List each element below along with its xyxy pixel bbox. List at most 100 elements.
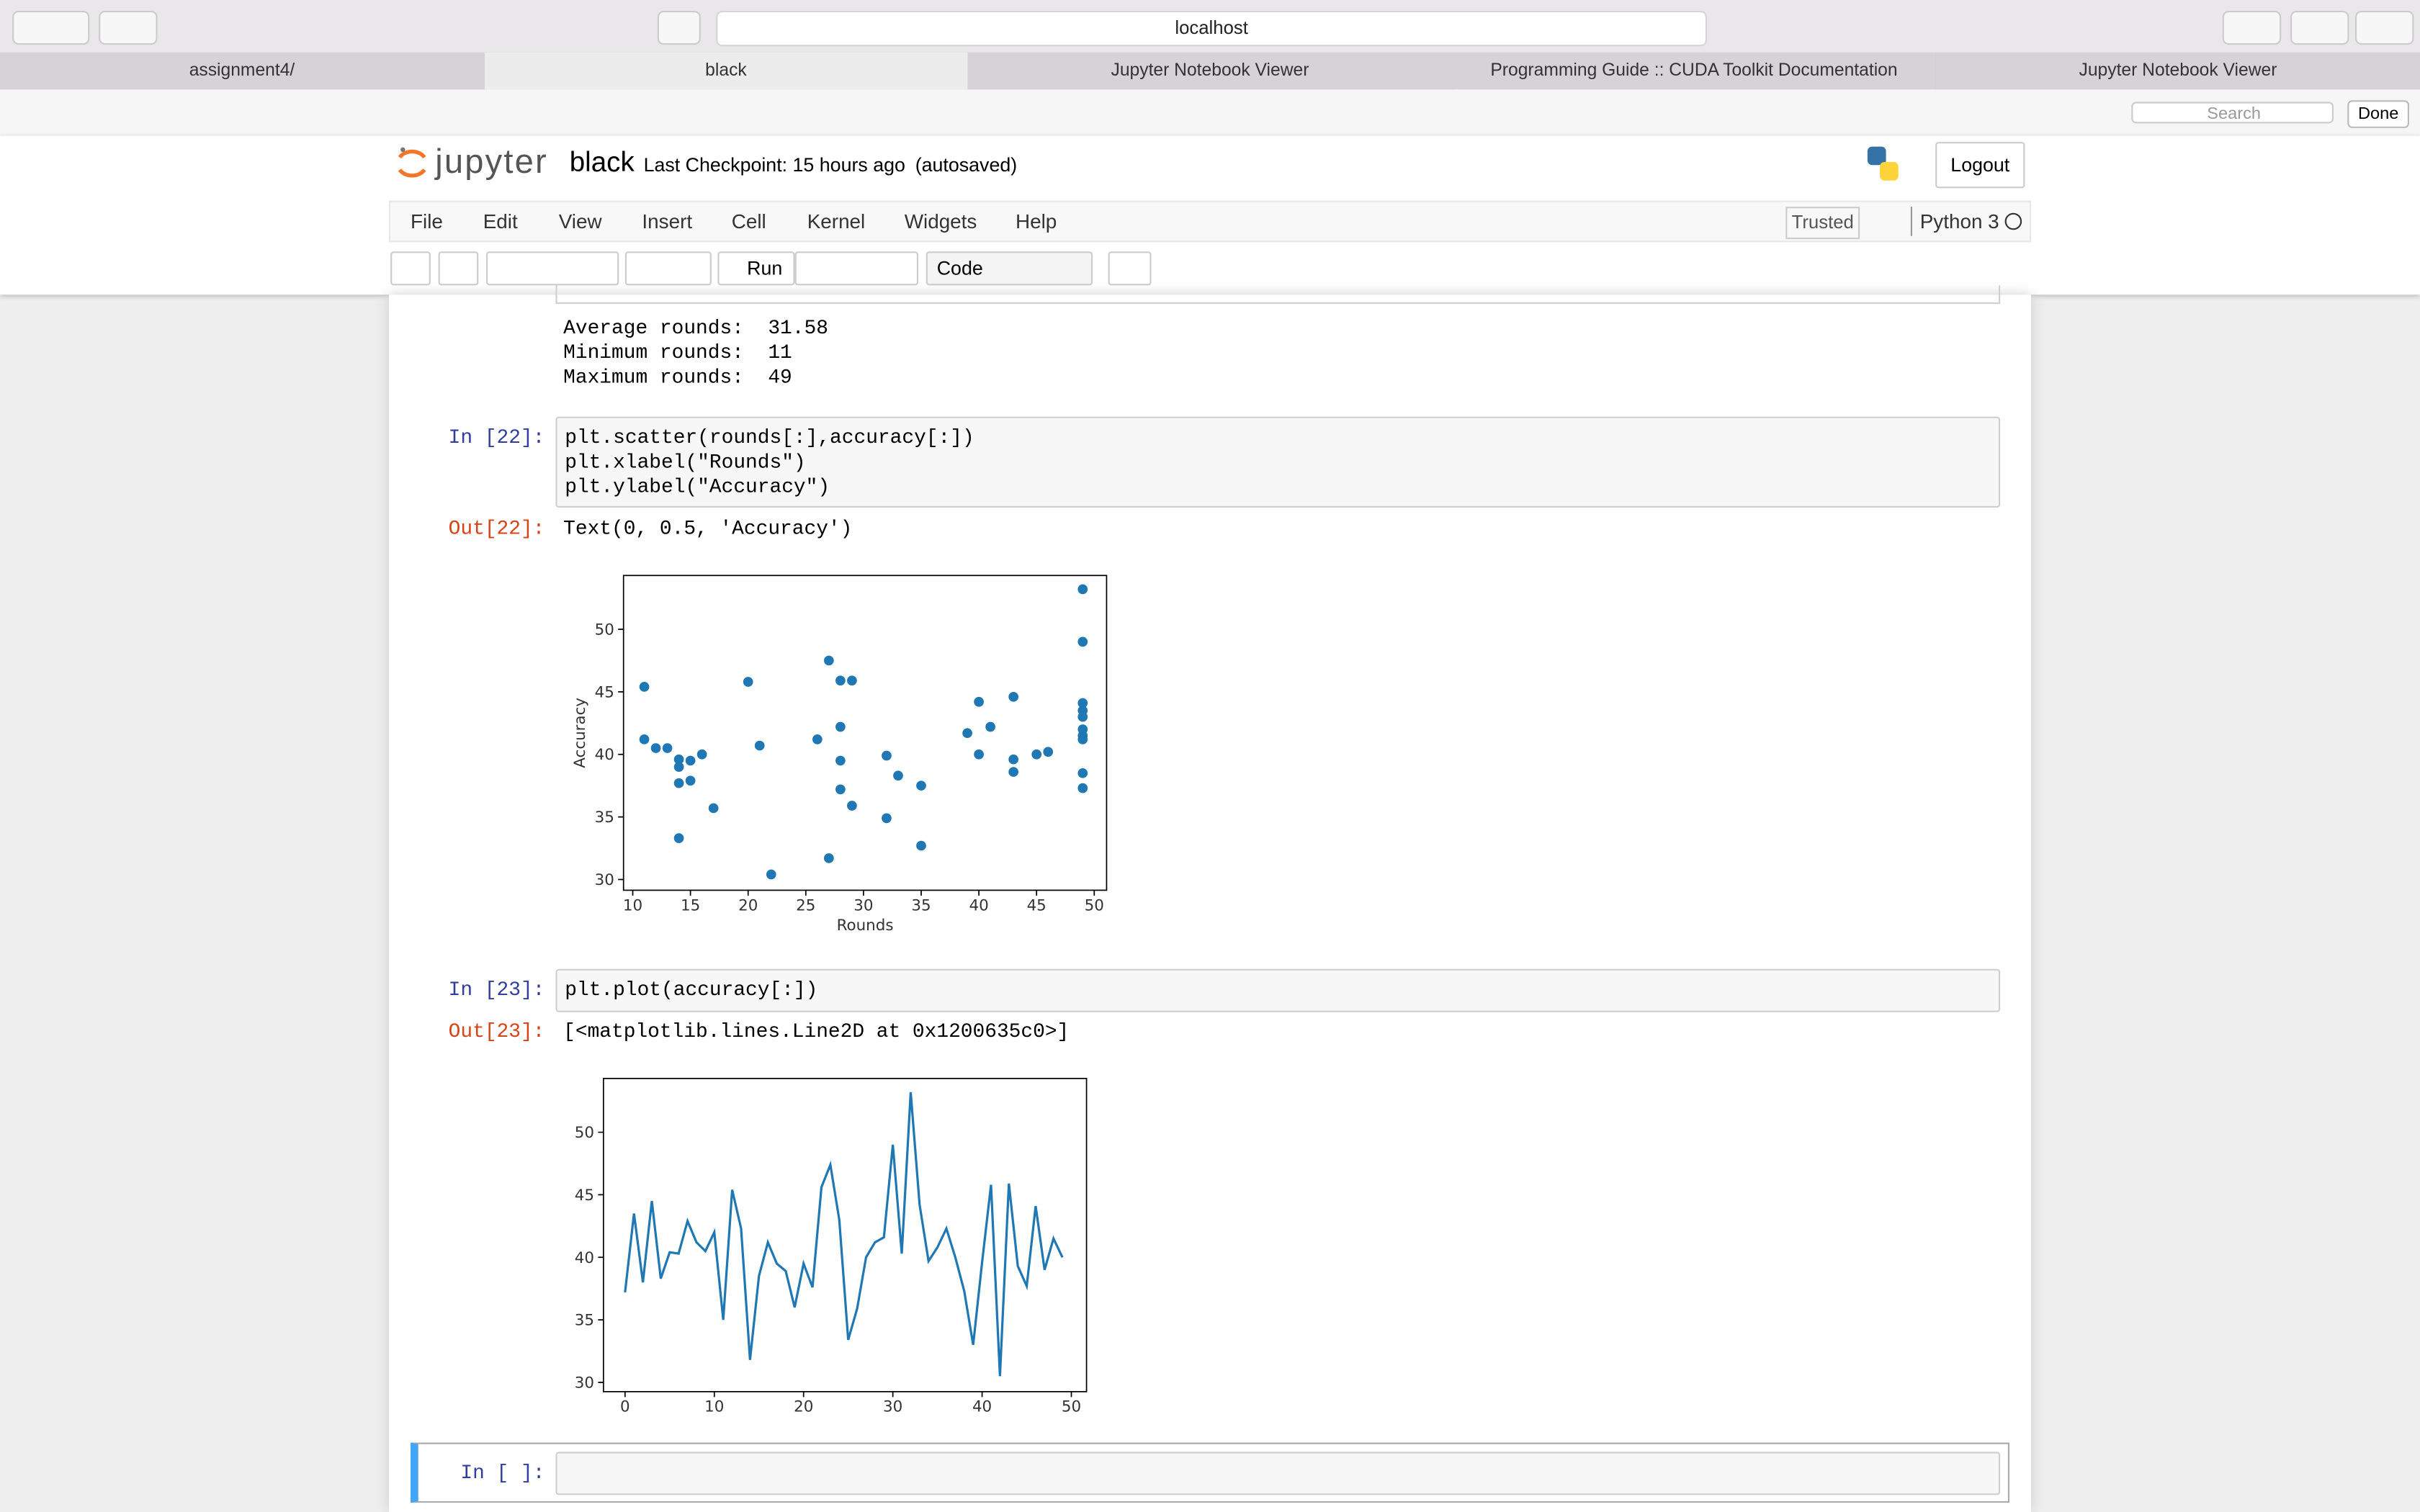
insert-button[interactable] [438,251,479,286]
run-button[interactable]: Run [717,251,795,286]
edit-buttons[interactable] [486,251,619,286]
menu-item[interactable]: Edit [483,210,518,233]
scatter-point [835,721,846,732]
input-prompt: In [ ]: [460,1461,545,1485]
menu-item[interactable]: Kernel [807,210,866,233]
scatter-point [1077,734,1088,744]
y-tick-label: 40 [575,1249,594,1267]
scatter-point [916,840,926,851]
y-tick-label: 45 [595,683,614,701]
data-line [624,1092,1064,1377]
done-button[interactable]: Done [2347,100,2409,128]
checkpoint: Last Checkpoint: 15 hours ago [643,154,905,176]
address-bar[interactable]: localhost [716,11,1708,47]
x-tick-label: 45 [1027,896,1047,914]
menu-item[interactable]: View [558,210,602,233]
trusted-indicator[interactable]: Trusted [1785,207,1860,240]
code-cell-22[interactable] [555,416,2001,508]
scatter-point [1077,584,1088,595]
y-tick-label: 50 [595,621,614,639]
selected-cell[interactable] [411,1442,2009,1503]
y-tick-label: 30 [575,1374,594,1392]
menu-item[interactable]: File [411,210,443,233]
scatter-point [835,755,846,766]
scatter-point [835,675,846,686]
scatter-point [1008,767,1019,777]
code-cell-empty[interactable] [555,1452,2001,1495]
save-button[interactable] [390,251,431,286]
x-tick-label: 30 [853,896,873,914]
chart: 10 15 20 25 30 35 40 45 50 30 35 40 45 50 Rounds Accura… [571,575,1108,935]
input-prompt: In [22]: [448,426,545,449]
x-tick-label: 35 [911,896,931,914]
scatter-point [766,869,776,880]
menu-item[interactable]: Widgets [904,210,977,233]
tab[interactable]: black [483,52,970,90]
keyboard-button[interactable] [1108,251,1152,286]
site-button[interactable] [657,11,701,45]
y-tick-label: 35 [595,809,614,827]
find-bar [0,89,2420,138]
scatter-point [847,675,857,686]
input-prompt: In [23]: [448,978,545,1002]
scatter-point [974,749,984,760]
scatter-point [673,762,684,772]
output-prompt: Out[23]: [448,1020,545,1043]
kernel-indicator [2004,212,2022,230]
tab[interactable]: Jupyter Notebook Viewer [1935,52,2420,90]
scatter-point [696,749,707,760]
scatter-point [1077,783,1088,793]
output-line: Average rounds: 31.58 [563,316,828,340]
menu-item[interactable]: Insert [642,210,693,233]
scatter-point [974,696,984,707]
scatter-point [882,813,892,824]
sidebar-button[interactable] [99,11,158,45]
scatter-point [685,775,696,786]
scatter-point [673,778,684,788]
search-field[interactable]: Search [2131,102,2334,124]
scatter-point [1077,698,1088,708]
tabs-button[interactable] [2355,11,2414,45]
jupyter-logo[interactable]: jupyter [435,142,548,181]
scatter-point [685,755,696,766]
logout-button[interactable]: Logout [1935,142,2025,189]
scatter-point [985,721,995,732]
x-tick-label: 40 [969,896,988,914]
code-line: plt.ylabel("Accuracy") [565,475,830,499]
menu-item[interactable]: Cell [731,210,766,233]
scatter-point [823,655,834,666]
output-text: Text(0, 0.5, 'Accuracy') [563,516,853,540]
tab[interactable]: Jupyter Notebook Viewer [967,52,1454,90]
tab[interactable]: assignment4/ [0,52,486,90]
scatter-point [1031,749,1042,760]
x-tick-label: 20 [738,896,758,914]
share-button[interactable] [2290,11,2349,45]
x-tick-label: 30 [883,1398,902,1416]
scatter-point [835,784,846,795]
scatter-point [1077,711,1088,722]
nav-buttons[interactable] [12,11,90,45]
scatter-point [1043,747,1054,757]
y-tick-label: 40 [595,746,614,764]
tab[interactable]: Programming Guide :: CUDA Toolkit Docume… [1451,52,1938,90]
autosaved: (autosaved) [915,154,1018,176]
scatter-point [650,743,661,753]
code-line: plt.scatter(rounds[:],accuracy[:]) [565,426,974,449]
code-cell-23[interactable] [555,968,2001,1012]
prev-cell-edge [555,285,2001,305]
scatter-point [754,740,765,751]
menu-item[interactable]: Help [1016,210,1057,233]
scatter-point [916,780,926,791]
kernel-name: Python 3 [1910,207,1999,236]
x-tick-label: 50 [1062,1398,1081,1416]
notebook-name[interactable]: black [569,146,635,178]
scatter-point [1008,754,1019,765]
cell-type-select[interactable]: Code [926,251,1093,286]
move-buttons[interactable] [624,251,712,286]
x-tick-label: 10 [704,1398,724,1416]
x-tick-label: 20 [794,1398,813,1416]
plot-area [622,575,1108,891]
kernel-buttons[interactable] [794,251,918,286]
download-button[interactable] [2222,11,2282,45]
